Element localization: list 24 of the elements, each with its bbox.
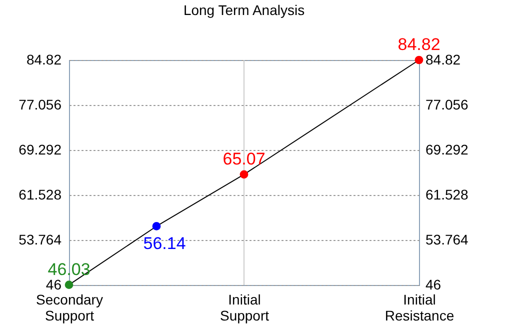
y-tick-label: 53.764 [18, 232, 62, 248]
chart-title: Long Term Analysis [183, 2, 305, 18]
point [240, 170, 248, 179]
point [152, 222, 161, 230]
y-tick-label: 77.056 [18, 96, 62, 112]
data-label: 56.14 [143, 234, 186, 254]
x-tick-label: Initial Resistance [384, 292, 454, 324]
y-tick-label: 69.292 [18, 142, 62, 158]
y2-tick-label: 69.292 [426, 142, 469, 158]
point [64, 280, 74, 289]
y2-tick-label: 46 [426, 276, 442, 292]
y2-tick-label: 53.764 [426, 232, 469, 248]
x-tick-label: Secondary Support [36, 292, 103, 324]
y2-tick-label: 84.82 [426, 52, 461, 68]
point [414, 56, 424, 64]
y2-tick-label: 61.528 [426, 186, 469, 202]
y-tick-label: 84.82 [26, 52, 62, 68]
x-tick-label: Initial Support [220, 292, 270, 324]
data-label: 84.82 [398, 35, 440, 54]
data-label: 46.03 [48, 260, 90, 279]
y2-tick-label: 77.056 [426, 96, 469, 112]
y-tick-label: 46 [46, 276, 62, 292]
data-label: 65.07 [222, 149, 266, 168]
y-tick-label: 61.528 [18, 186, 62, 202]
